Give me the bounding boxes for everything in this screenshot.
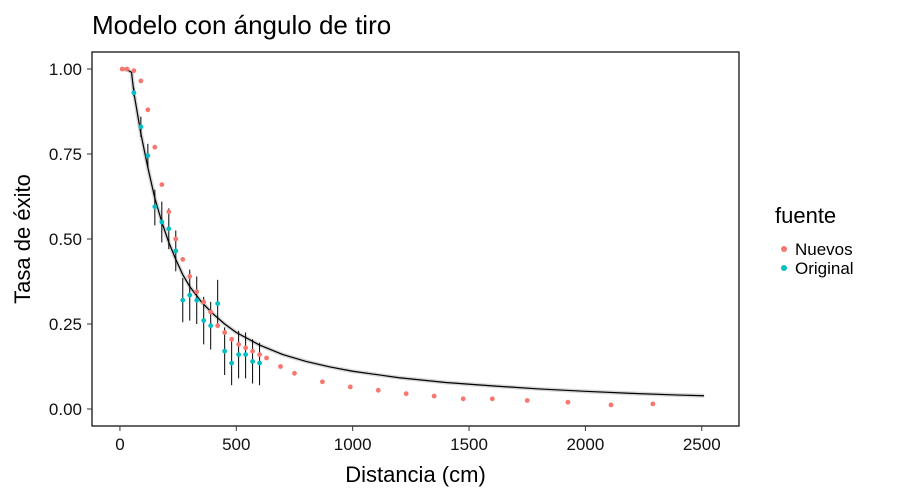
legend-key-original — [781, 265, 787, 271]
data-point-nuevos — [292, 370, 297, 376]
data-point-nuevos — [375, 387, 381, 393]
legend: fuente Nuevos Original — [775, 203, 854, 278]
data-point-original — [145, 153, 151, 159]
x-tick-label: 0 — [115, 435, 124, 454]
data-point-nuevos — [460, 396, 466, 402]
chart-title: Modelo con ángulo de tiro — [92, 10, 391, 40]
data-point-original — [166, 226, 172, 232]
y-tick-label: 0.75 — [49, 145, 82, 164]
data-point-original — [201, 318, 207, 323]
data-point-nuevos — [222, 330, 228, 335]
x-tick-label: 2000 — [566, 435, 604, 454]
data-point-nuevos — [194, 289, 200, 295]
data-point-original — [187, 292, 193, 298]
data-point-original — [257, 360, 262, 366]
data-point-nuevos — [173, 236, 179, 242]
y-axis-title: Tasa de éxito — [10, 174, 35, 304]
data-point-original — [138, 124, 144, 130]
data-point-nuevos — [524, 398, 530, 403]
data-point-original — [222, 348, 228, 354]
data-point-original — [229, 360, 235, 366]
legend-title: fuente — [775, 203, 836, 228]
y-tick-label: 0.00 — [49, 400, 82, 419]
legend-key-nuevos — [781, 246, 787, 252]
data-point-nuevos — [565, 399, 571, 405]
point-layer — [119, 66, 656, 408]
data-point-original — [250, 359, 255, 364]
data-point-original — [173, 248, 179, 254]
data-point-nuevos — [489, 396, 495, 402]
data-point-nuevos — [243, 345, 249, 351]
data-point-nuevos — [145, 107, 151, 113]
data-point-nuevos — [215, 323, 221, 329]
data-point-nuevos — [320, 379, 325, 385]
data-point-original — [243, 352, 249, 357]
data-point-nuevos — [131, 68, 137, 74]
data-point-nuevos — [229, 336, 235, 342]
plot-area — [91, 51, 740, 427]
data-point-nuevos — [650, 401, 656, 407]
data-point-nuevos — [159, 182, 165, 188]
data-point-original — [208, 323, 214, 329]
data-point-nuevos — [180, 257, 186, 262]
y-tick-label: 0.25 — [49, 315, 82, 334]
x-tick-label: 500 — [222, 435, 250, 454]
legend-label-nuevos: Nuevos — [795, 240, 853, 259]
data-point-nuevos — [201, 299, 207, 305]
x-tick-label: 1500 — [450, 435, 488, 454]
data-point-nuevos — [431, 393, 437, 399]
data-point-original — [215, 301, 221, 306]
legend-label-original: Original — [795, 259, 854, 278]
data-point-nuevos — [264, 355, 269, 361]
data-point-nuevos — [208, 309, 214, 315]
data-point-original — [152, 204, 158, 210]
data-point-nuevos — [138, 78, 144, 84]
data-point-nuevos — [278, 364, 283, 369]
x-axis: 0 500 1000 1500 2000 2500 — [115, 426, 721, 454]
data-point-nuevos — [347, 384, 353, 390]
data-point-nuevos — [257, 352, 262, 357]
x-tick-label: 2500 — [683, 435, 721, 454]
x-tick-label: 1000 — [334, 435, 372, 454]
data-point-original — [194, 297, 200, 303]
data-point-original — [180, 297, 186, 303]
data-point-original — [131, 90, 137, 96]
y-tick-label: 0.50 — [49, 230, 82, 249]
x-axis-title: Distancia (cm) — [345, 462, 486, 487]
data-point-nuevos — [250, 348, 255, 354]
data-point-original — [159, 219, 165, 225]
data-point-nuevos — [152, 144, 158, 150]
data-point-nuevos — [119, 66, 125, 72]
data-point-nuevos — [187, 274, 193, 279]
data-point-nuevos — [608, 402, 614, 408]
data-point-nuevos — [124, 66, 130, 72]
y-axis: 0.00 0.25 0.50 0.75 1.00 — [49, 60, 92, 419]
data-point-original — [236, 352, 242, 357]
data-point-nuevos — [236, 342, 242, 347]
y-tick-label: 1.00 — [49, 60, 82, 79]
plot-panel — [91, 51, 740, 427]
data-point-nuevos — [166, 209, 172, 215]
data-point-nuevos — [403, 391, 409, 397]
